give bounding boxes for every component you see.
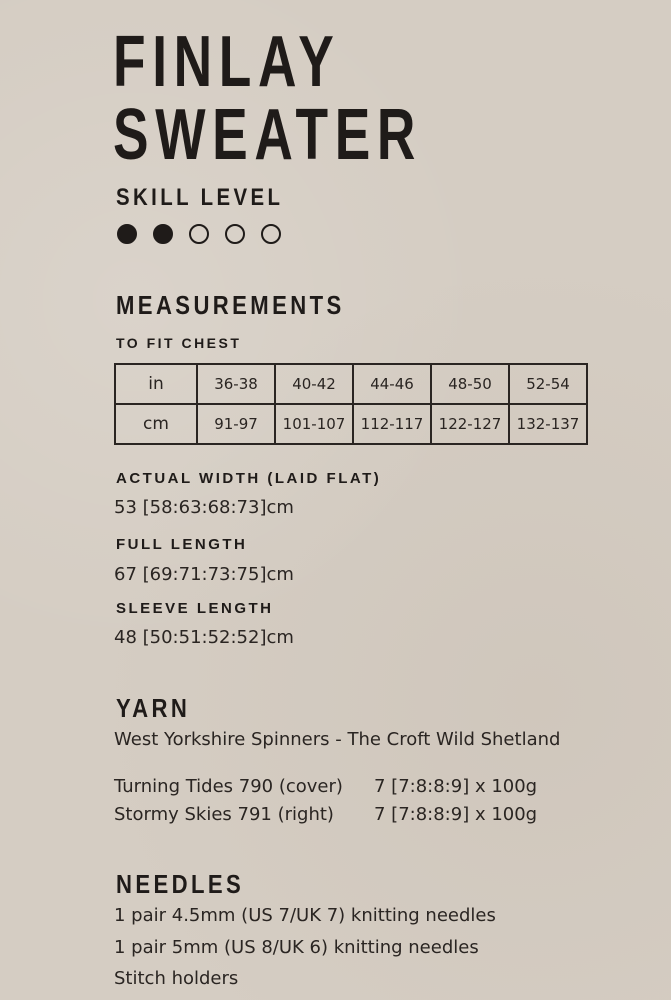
unit-cell: cm bbox=[114, 403, 198, 445]
needles-item: 1 pair 5mm (US 8/UK 6) knitting needles bbox=[114, 937, 479, 958]
size-cell: 122-127 bbox=[430, 403, 510, 445]
size-cell: 101-107 bbox=[274, 403, 354, 445]
title-line-2: SWEATER bbox=[113, 95, 423, 175]
chest-size-table: in 36-38 40-42 44-46 48-50 52-54 cm 91-9… bbox=[114, 363, 588, 445]
yarn-colour-name: Turning Tides 790 (cover) bbox=[114, 776, 343, 797]
skill-dot-filled bbox=[153, 224, 173, 244]
actual-width-value: 53 [58:63:68:73]cm bbox=[114, 497, 294, 518]
needles-item: 1 pair 4.5mm (US 7/UK 7) knitting needle… bbox=[114, 905, 496, 926]
measurements-heading: MEASUREMENTS bbox=[116, 290, 345, 320]
size-cell: 91-97 bbox=[196, 403, 276, 445]
sleeve-length-value: 48 [50:51:52:52]cm bbox=[114, 627, 294, 648]
size-cell: 40-42 bbox=[274, 363, 354, 405]
size-cell: 48-50 bbox=[430, 363, 510, 405]
size-cell: 44-46 bbox=[352, 363, 432, 405]
table-row-in: in 36-38 40-42 44-46 48-50 52-54 bbox=[114, 363, 588, 405]
size-cell: 112-117 bbox=[352, 403, 432, 445]
yarn-colour-name: Stormy Skies 791 (right) bbox=[114, 804, 334, 825]
table-row-cm: cm 91-97 101-107 112-117 122-127 132-137 bbox=[114, 403, 588, 445]
size-cell: 52-54 bbox=[508, 363, 588, 405]
yarn-colour-row: Turning Tides 790 (cover) 7 [7:8:8:9] x … bbox=[114, 778, 634, 796]
yarn-quantity: 7 [7:8:8:9] x 100g bbox=[374, 804, 538, 825]
actual-width-label: ACTUAL WIDTH (LAID FLAT) bbox=[116, 470, 382, 487]
to-fit-chest-label: TO FIT CHEST bbox=[116, 335, 242, 351]
yarn-quantity: 7 [7:8:8:9] x 100g bbox=[374, 776, 538, 797]
full-length-label: FULL LENGTH bbox=[116, 536, 248, 553]
yarn-heading: YARN bbox=[116, 693, 191, 723]
yarn-brand: West Yorkshire Spinners - The Croft Wild… bbox=[114, 729, 561, 750]
skill-dot-empty bbox=[189, 224, 209, 244]
sleeve-length-label: SLEEVE LENGTH bbox=[116, 600, 274, 617]
skill-dot-empty bbox=[261, 224, 281, 244]
size-cell: 36-38 bbox=[196, 363, 276, 405]
full-length-value: 67 [69:71:73:75]cm bbox=[114, 564, 294, 585]
skill-dot-filled bbox=[117, 224, 137, 244]
skill-dot-empty bbox=[225, 224, 245, 244]
needles-item: Stitch holders bbox=[114, 968, 239, 989]
skill-level-rating bbox=[117, 224, 281, 244]
title-line-1: FINLAY bbox=[113, 22, 341, 102]
needles-heading: NEEDLES bbox=[116, 869, 245, 899]
unit-cell: in bbox=[114, 363, 198, 405]
size-cell: 132-137 bbox=[508, 403, 588, 445]
yarn-colour-row: Stormy Skies 791 (right) 7 [7:8:8:9] x 1… bbox=[114, 806, 634, 824]
skill-level-label: SKILL LEVEL bbox=[116, 184, 284, 211]
